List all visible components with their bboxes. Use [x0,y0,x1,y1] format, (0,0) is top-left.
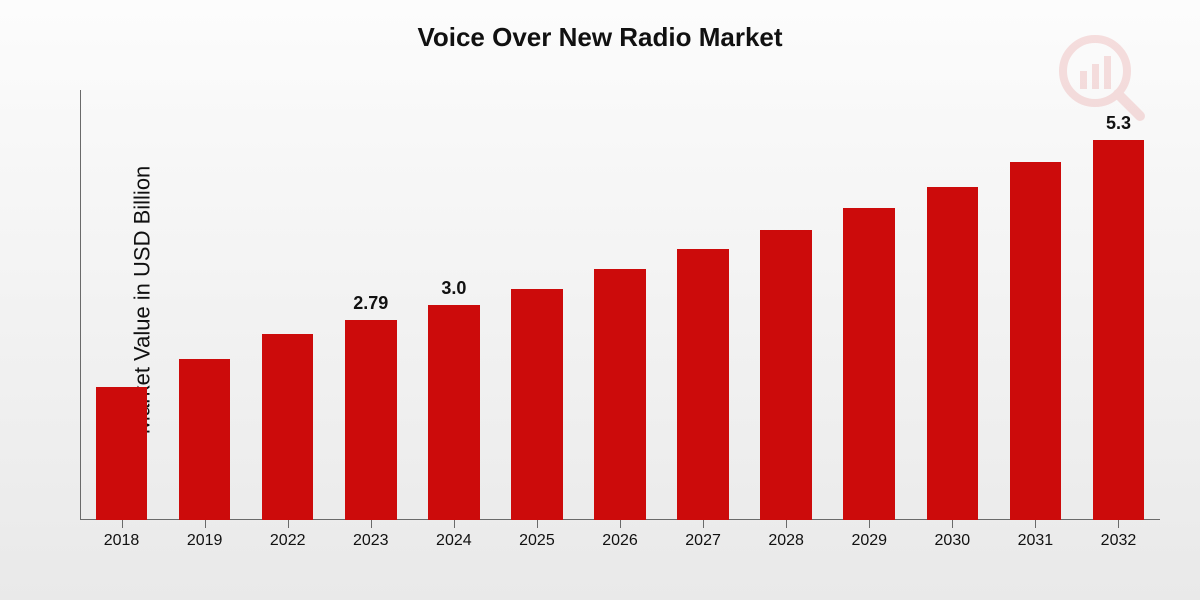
bars-container: 2.79 3.0 5.3 [80,90,1160,520]
x-tick: 2031 [994,520,1077,580]
x-tick: 2032 [1077,520,1160,580]
x-tick: 2027 [662,520,745,580]
bar-slot [80,90,163,520]
bar: 2.79 [345,320,397,520]
bar-value-label: 2.79 [353,293,388,314]
x-tick: 2025 [495,520,578,580]
x-tick: 2019 [163,520,246,580]
bar [96,387,148,520]
x-tick: 2018 [80,520,163,580]
bar [179,359,231,520]
x-tick-label: 2024 [436,532,472,550]
bar-slot [911,90,994,520]
x-tick: 2026 [578,520,661,580]
bar-slot [745,90,828,520]
bar: 3.0 [428,305,480,520]
x-tick-label: 2023 [353,532,389,550]
bar-value-label: 5.3 [1106,113,1131,134]
x-tick: 2029 [828,520,911,580]
x-tick-label: 2026 [602,532,638,550]
bar-value-label: 3.0 [441,278,466,299]
bar-slot: 5.3 [1077,90,1160,520]
x-tick-label: 2027 [685,532,721,550]
bar [511,289,563,520]
bar-slot [828,90,911,520]
bar [262,334,314,520]
bar-slot [994,90,1077,520]
bar-slot: 2.79 [329,90,412,520]
x-ticks-container: 2018 2019 2022 2023 2024 2025 2026 2027 2028 2029… [80,520,1160,580]
x-tick: 2024 [412,520,495,580]
bar-slot [495,90,578,520]
x-tick-label: 2018 [104,532,140,550]
x-tick-label: 2032 [1101,532,1137,550]
x-tick: 2023 [329,520,412,580]
x-tick-label: 2029 [851,532,887,550]
x-tick: 2028 [745,520,828,580]
bar-slot [163,90,246,520]
x-tick: 2022 [246,520,329,580]
bar: 5.3 [1093,140,1145,520]
bar [843,208,895,520]
x-tick-label: 2019 [187,532,223,550]
bar [677,249,729,520]
bar [927,187,979,520]
bar-slot: 3.0 [412,90,495,520]
x-tick-label: 2028 [768,532,804,550]
bar [760,230,812,520]
x-tick-label: 2030 [935,532,971,550]
x-tick-label: 2031 [1018,532,1054,550]
bar [1010,162,1062,520]
plot-area: 2.79 3.0 5.3 [80,90,1160,520]
bar-slot [246,90,329,520]
chart-title: Voice Over New Radio Market [0,22,1200,53]
bar [594,269,646,520]
x-tick-label: 2022 [270,532,306,550]
bar-slot [662,90,745,520]
x-tick-label: 2025 [519,532,555,550]
bar-slot [578,90,661,520]
x-tick: 2030 [911,520,994,580]
